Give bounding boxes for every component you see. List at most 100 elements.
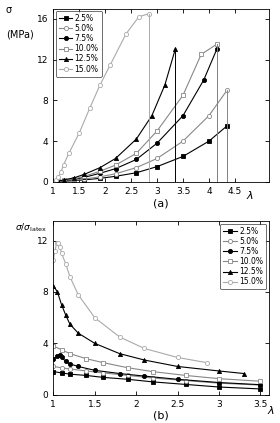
15.0% [52,179,55,184]
10.0% [184,373,188,378]
5.0% [217,381,221,386]
12.5% [98,165,102,170]
5.0% [135,165,138,170]
12.5% [83,172,86,177]
7.5% [60,355,63,360]
15.0% [53,248,57,253]
10.0% [259,379,262,384]
5.0% [57,179,60,184]
10.0% [101,360,105,365]
Legend: 2.5%, 5.0%, 7.5%, 10.0%, 12.5%, 15.0%: 2.5%, 5.0%, 7.5%, 10.0%, 12.5%, 15.0% [220,224,266,289]
2.5% [68,372,71,377]
10.0% [215,42,218,47]
Line: 7.5%: 7.5% [51,353,262,387]
2.5% [60,371,63,376]
5.0% [85,368,88,374]
15.0% [59,169,63,174]
12.5% [60,302,63,308]
7.5% [202,77,206,82]
Line: 2.5%: 2.5% [51,370,262,391]
10.0% [60,347,63,352]
Line: 10.0%: 10.0% [51,344,262,383]
12.5% [68,321,71,327]
7.5% [58,352,62,357]
5.0% [98,174,102,179]
10.0% [72,176,76,181]
12.5% [135,137,138,142]
2.5% [114,174,117,179]
12.5% [72,175,76,180]
15.0% [98,82,102,88]
2.5% [135,170,138,175]
5.0% [151,376,154,381]
15.0% [64,261,67,266]
5.0% [114,171,117,176]
12.5% [217,368,221,374]
15.0% [58,244,62,250]
15.0% [118,334,121,339]
15.0% [68,274,71,279]
Line: 15.0%: 15.0% [51,11,151,184]
12.5% [114,156,117,161]
10.0% [62,178,65,183]
12.5% [57,179,60,184]
2.5% [83,177,86,182]
15.0% [148,11,151,16]
10.0% [126,365,130,370]
7.5% [57,179,60,184]
Line: 15.0%: 15.0% [51,241,209,365]
7.5% [64,359,67,364]
5.0% [60,365,63,370]
15.0% [124,31,128,36]
7.5% [56,354,59,359]
2.5% [155,164,159,169]
12.5% [176,364,179,369]
15.0% [54,177,58,182]
Line: 10.0%: 10.0% [51,42,219,184]
12.5% [64,313,67,318]
7.5% [259,382,262,387]
7.5% [143,374,146,379]
7.5% [98,171,102,176]
2.5% [225,123,229,128]
7.5% [76,364,80,369]
12.5% [62,177,65,182]
7.5% [118,371,121,376]
10.0% [52,179,55,184]
7.5% [215,47,218,52]
10.0% [114,162,117,168]
7.5% [68,361,71,366]
7.5% [83,175,86,180]
15.0% [57,241,60,246]
12.5% [76,330,80,335]
7.5% [114,166,117,171]
2.5% [181,154,185,159]
Text: λ: λ [268,406,274,416]
12.5% [118,351,121,356]
15.0% [93,315,96,320]
5.0% [259,382,262,387]
10.0% [217,376,221,381]
10.0% [199,52,203,57]
Text: (b): (b) [153,411,169,421]
2.5% [72,178,76,183]
12.5% [150,113,153,118]
Text: $\sigma/\sigma_{\rm latex}$: $\sigma/\sigma_{\rm latex}$ [15,221,46,234]
2.5% [259,386,262,391]
5.0% [126,373,130,378]
15.0% [109,62,112,67]
15.0% [60,251,63,256]
12.5% [242,371,246,376]
15.0% [137,14,141,19]
2.5% [101,375,105,380]
10.0% [83,174,86,179]
Line: 2.5%: 2.5% [51,124,229,184]
15.0% [76,292,80,297]
15.0% [52,257,55,262]
Legend: 2.5%, 5.0%, 7.5%, 10.0%, 12.5%, 15.0%: 2.5%, 5.0%, 7.5%, 10.0%, 12.5%, 15.0% [56,11,102,77]
7.5% [176,377,179,382]
10.0% [85,356,88,361]
15.0% [88,106,91,111]
7.5% [135,157,138,162]
12.5% [56,289,59,294]
